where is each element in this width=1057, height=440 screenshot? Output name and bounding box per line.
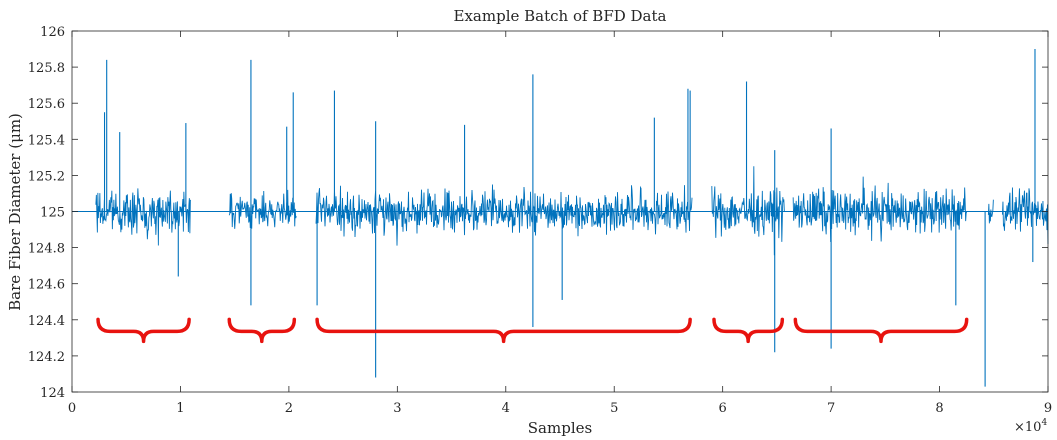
y-tick-label: 125.6 — [28, 97, 65, 112]
segment-bracket-2 — [227, 317, 297, 344]
x-tick-label: 2 — [285, 401, 293, 416]
x-tick-label: 3 — [393, 401, 401, 416]
y-tick-label: 124.4 — [28, 314, 65, 329]
y-axis-label: Bare Fiber Diameter (μm) — [6, 113, 24, 311]
y-tick-label: 125.8 — [28, 61, 65, 76]
bracket-layer — [96, 317, 969, 344]
segment-bracket-1 — [96, 317, 191, 344]
x-tick-label: 7 — [827, 401, 835, 416]
y-tick-label: 126 — [40, 25, 65, 40]
series-segment-7 — [1002, 187, 1049, 245]
x-tick-label: 9 — [1044, 401, 1052, 416]
series-segment-4 — [711, 166, 785, 256]
series-segment-1 — [95, 188, 192, 246]
segment-bracket-4 — [712, 317, 785, 344]
y-tick-label: 124.6 — [28, 278, 65, 293]
x-tick-label: 5 — [610, 401, 618, 416]
series-layer — [72, 49, 1049, 387]
x-tick-label: 8 — [935, 401, 943, 416]
segment-bracket-5 — [793, 317, 969, 344]
series-segment-2 — [228, 189, 297, 229]
series-segment-3 — [315, 184, 693, 246]
y-tick-label: 125 — [40, 206, 65, 221]
y-tick-label: 124.8 — [28, 242, 65, 257]
series-segment-6 — [987, 199, 994, 224]
x-tick-label: 6 — [719, 401, 727, 416]
x-exponent-label: ×104 — [1014, 418, 1047, 435]
x-axis-label: Samples — [528, 419, 592, 437]
x-tick-label: 1 — [176, 401, 184, 416]
y-tick-label: 125.4 — [28, 133, 65, 148]
segment-bracket-3 — [315, 317, 692, 344]
x-tick-label: 4 — [502, 401, 510, 416]
chart-title: Example Batch of BFD Data — [454, 7, 667, 25]
y-tick-label: 124.2 — [28, 350, 65, 365]
axes-layer: 0 1 2 3 4 5 6 7 8 9 124 124.2 124.4 124.6 124.8 125 125.… — [28, 25, 1052, 416]
y-tick-label: 124 — [40, 386, 65, 401]
series-segment-5 — [792, 176, 968, 243]
y-tick-label: 125.2 — [28, 169, 65, 184]
x-tick-label: 0 — [68, 401, 76, 416]
